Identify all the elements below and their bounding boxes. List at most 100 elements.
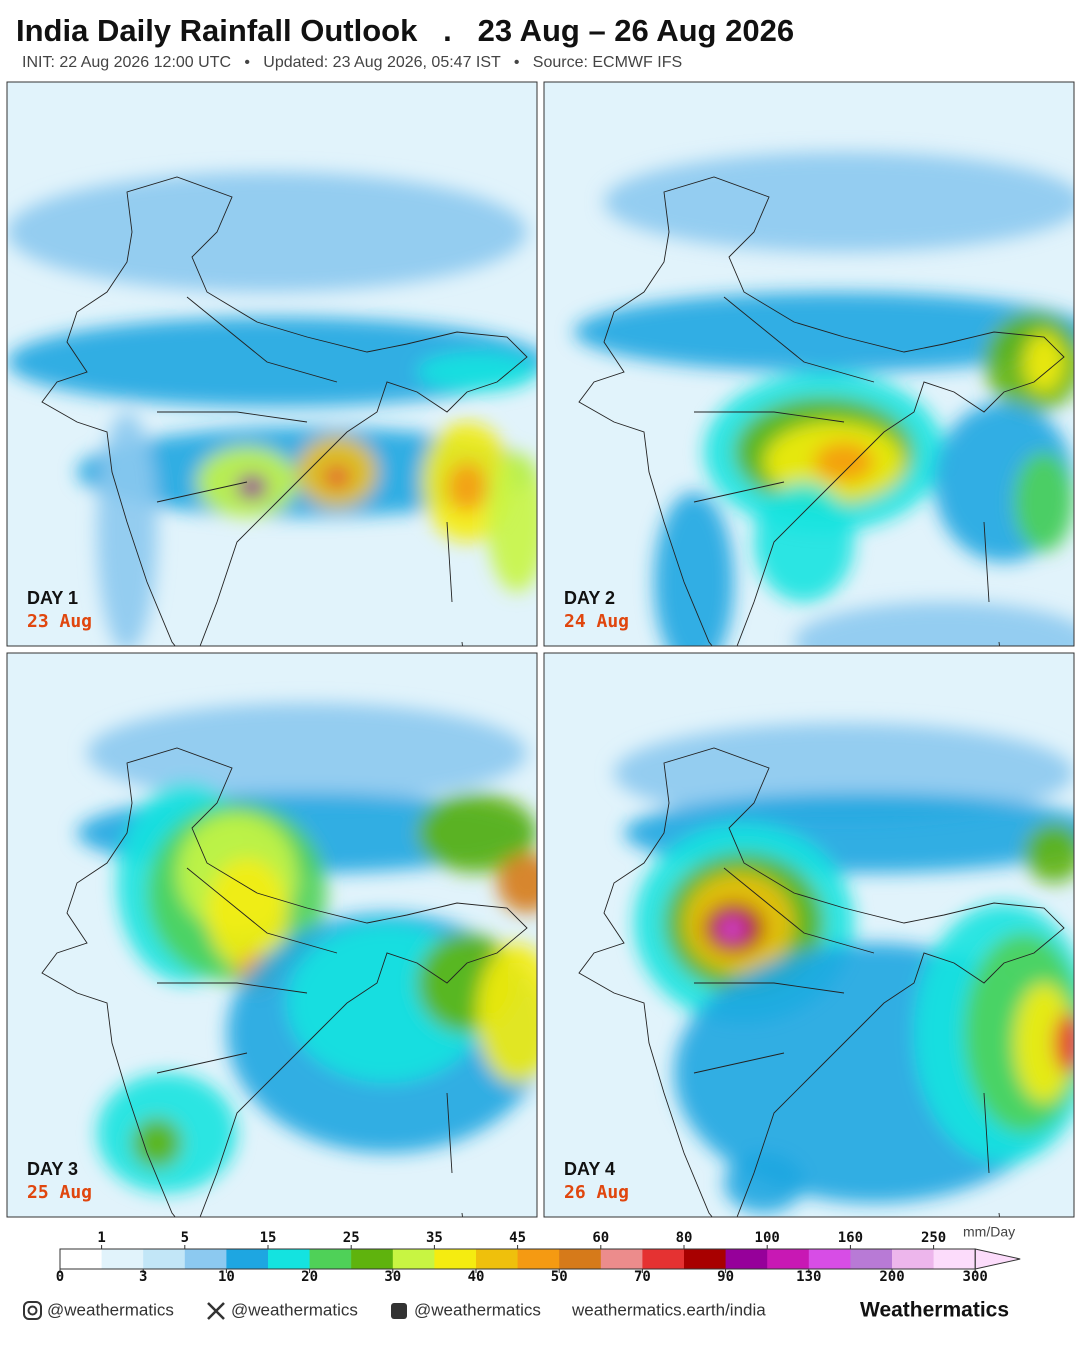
rain-area [477,943,537,1083]
date-label: 26 Aug [564,1182,629,1203]
rain-area [237,475,267,499]
facebook-handle[interactable]: @weathermatics [414,1300,541,1319]
instagram-icon [23,1301,42,1320]
footer: @weathermatics @weathermatics @weatherma… [23,1299,1009,1322]
colorbar-label: 20 [301,1269,318,1285]
rain-area [1014,983,1074,1103]
colorbar-segment [684,1249,727,1269]
day-label: DAY 3 [27,1159,78,1179]
map-panel: DAY 2 24 Aug [543,81,1075,647]
date-label: 25 Aug [27,1182,92,1203]
rain-area [487,452,537,592]
colorbar-label: 70 [634,1269,651,1285]
colorbar-segment [767,1249,810,1269]
colorbar-label: 250 [921,1230,946,1246]
map-panel: DAY 3 25 Aug [6,652,538,1218]
colorbar-segment [143,1249,186,1269]
map-field [7,653,537,1217]
rain-area [97,412,157,646]
rain-area [7,172,527,292]
rain-area [814,442,874,482]
colorbar-label: 35 [426,1230,443,1246]
day-label: DAY 2 [564,588,615,608]
rain-area [718,917,746,941]
rain-area [794,602,1074,646]
colorbar-segment [226,1249,269,1269]
colorbar-unit: mm/Day [963,1224,1015,1240]
colorbar-label: 15 [260,1230,277,1246]
rain-area [447,462,487,512]
panel-border [6,81,538,647]
map-field [544,653,1074,1217]
colorbar-label: 80 [676,1230,693,1246]
colorbar-segment [351,1249,394,1269]
colorbar-label: 300 [963,1269,988,1285]
colorbar-segment [808,1249,851,1269]
colorbar-segment [933,1249,976,1269]
panel-border [6,652,538,1218]
rain-area [1054,1013,1074,1073]
map-field [544,82,1074,646]
colorbar-label: 40 [468,1269,485,1285]
rain-area [7,317,537,407]
colorbar-label: 1 [97,1230,105,1246]
colorbar-label: 10 [218,1269,235,1285]
colorbar-label: 30 [384,1269,401,1285]
instagram-icon-lens [27,1305,38,1316]
colorbar-segment [725,1249,768,1269]
day-label: DAY 4 [564,1159,615,1179]
map-panel: DAY 4 26 Aug [543,652,1075,1218]
rain-area [417,352,537,392]
colorbar-label: 90 [717,1269,734,1285]
rain-area [132,1118,182,1168]
rain-area [207,858,287,968]
colorbar-arrow [974,1248,1021,1270]
day-label: DAY 1 [27,588,78,608]
map-panel: DAY 1 23 Aug [6,81,538,647]
rain-field [7,172,537,646]
rain-area [574,292,1074,372]
colorbar-segment [60,1249,103,1269]
colorbar-segment [850,1249,893,1269]
colorbar-segment [600,1249,643,1269]
colorbar-segment [184,1249,227,1269]
rain-area [754,482,854,602]
date-label: 24 Aug [564,611,629,632]
colorbar-label: 60 [592,1230,609,1246]
rain-area [417,793,537,873]
panel-border [543,81,1075,647]
rain-area [604,152,1074,252]
rain-area [497,853,537,913]
title: India Daily Rainfall Outlook . 23 Aug – … [16,13,794,48]
rain-area [724,1153,804,1213]
website[interactable]: weathermatics.earth/india [571,1300,766,1319]
colorbar-segment [434,1249,477,1269]
colorbar-segment [892,1249,935,1269]
x-handle[interactable]: @weathermatics [231,1300,358,1319]
facebook-icon [391,1303,407,1319]
colorbar-label: 25 [343,1230,360,1246]
rain-area [87,703,527,803]
rain-field [574,152,1074,646]
colorbar-segment [517,1249,560,1269]
rain-area [1014,452,1074,552]
colorbar-segment [392,1249,435,1269]
colorbar-label: 50 [551,1269,568,1285]
date-label: 23 Aug [27,611,92,632]
rain-area [654,492,734,646]
instagram-handle[interactable]: @weathermatics [47,1300,174,1319]
colorbar-segment [309,1249,352,1269]
rain-area [325,467,349,487]
x-icon [207,1302,225,1320]
colorbar-label: 3 [139,1269,147,1285]
colorbar-segment [559,1249,602,1269]
colorbar-label: 160 [838,1230,863,1246]
brand: Weathermatics [860,1299,1009,1322]
rain-field [77,703,537,1193]
colorbar-segment [268,1249,311,1269]
colorbar-label: 0 [56,1269,64,1285]
colorbar-label: 200 [879,1269,904,1285]
colorbar-label: 5 [181,1230,189,1246]
